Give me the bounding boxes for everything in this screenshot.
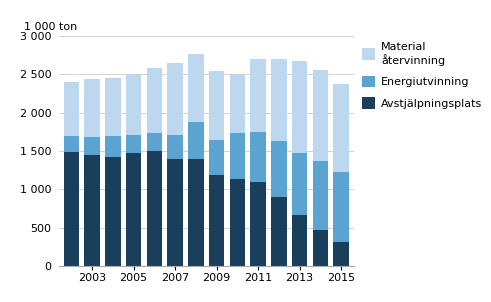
Bar [271, 141, 287, 197]
Bar [84, 137, 100, 155]
Bar [84, 79, 100, 137]
Bar [333, 85, 349, 172]
Bar [147, 68, 162, 133]
Bar [292, 153, 307, 215]
Bar [209, 71, 224, 140]
Bar [271, 197, 287, 266]
Bar [313, 230, 328, 266]
Bar [167, 135, 183, 159]
Legend: Material
återvinning, Energiutvinning, Avstjälpningsplats: Material återvinning, Energiutvinning, A… [362, 42, 482, 109]
Bar [271, 59, 287, 141]
Bar [250, 182, 266, 266]
Bar [313, 161, 328, 230]
Bar [126, 75, 141, 135]
Bar [64, 136, 79, 152]
Bar [105, 137, 121, 157]
Bar [230, 75, 245, 133]
Bar [167, 63, 183, 135]
Bar [126, 135, 141, 153]
Bar [147, 151, 162, 266]
Bar [333, 172, 349, 242]
Bar [333, 242, 349, 266]
Bar [84, 155, 100, 266]
Bar [292, 215, 307, 266]
Bar [167, 159, 183, 266]
Bar [250, 59, 266, 132]
Bar [105, 157, 121, 266]
Bar [147, 133, 162, 151]
Bar [313, 70, 328, 161]
Bar [64, 82, 79, 136]
Bar [126, 153, 141, 266]
Bar [188, 159, 204, 266]
Bar [209, 140, 224, 175]
Bar [64, 152, 79, 266]
Bar [209, 175, 224, 266]
Bar [292, 62, 307, 153]
Bar [188, 122, 204, 159]
Text: 1 000 ton: 1 000 ton [24, 22, 77, 32]
Bar [250, 132, 266, 182]
Bar [230, 178, 245, 266]
Bar [105, 78, 121, 137]
Bar [230, 133, 245, 178]
Bar [188, 54, 204, 122]
